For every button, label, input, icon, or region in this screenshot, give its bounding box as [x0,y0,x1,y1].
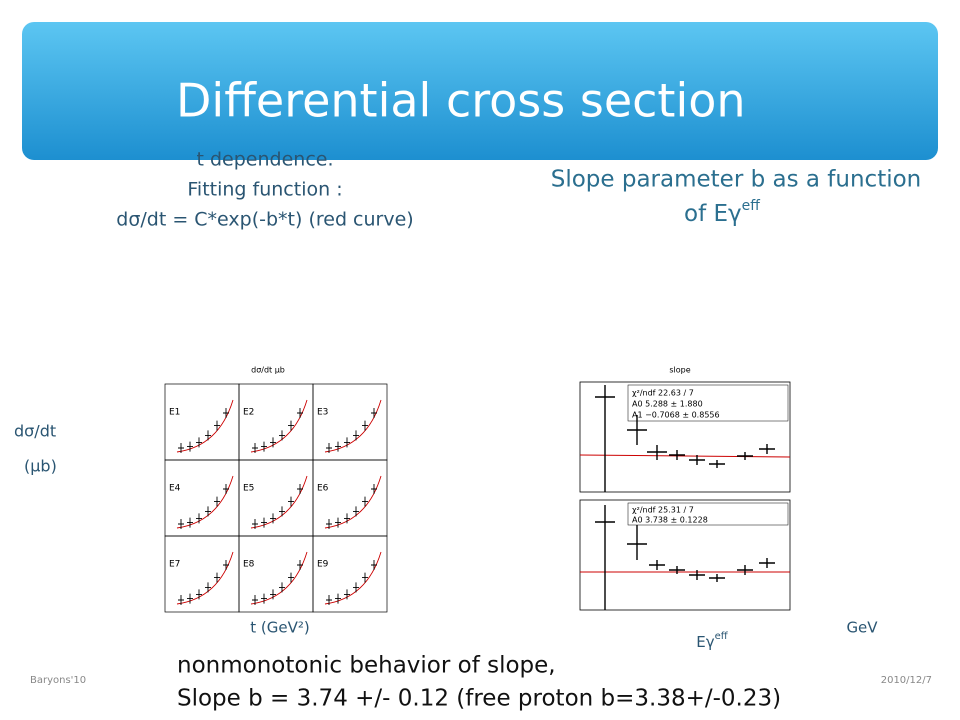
x-label: Eγeff [696,631,729,651]
text: of Eγ [684,201,742,227]
panel-frame [312,535,388,613]
x-label: t (GeV²) [250,619,309,637]
left-plot: dσ/dt μb E1 E2 E3 E4 E5 E6 E7 E8 E9 [164,366,388,613]
footer-left: Baryons'10 [30,675,86,686]
fit-curve [324,475,382,529]
fit-curve [250,399,308,453]
fit-box [627,502,789,526]
panel-frame [164,535,240,613]
fit-text: A0 3.738 ± 0.1228 [632,516,708,525]
data-points [252,560,303,605]
sup: eff [742,198,761,214]
fit-text: A1 −0.7068 ± 0.8556 [632,411,720,420]
frame [579,499,791,611]
data-points [252,408,303,453]
panel-frame [312,459,388,537]
note-line: dσ/dt = C*exp(-b*t) (red curve) [116,209,413,231]
text: Eγ [696,633,714,651]
fit-curve [176,399,234,453]
panel-label: E2 [243,408,254,418]
frame [579,381,791,493]
note-line: of Eγeff [684,198,760,227]
fit-curve [250,475,308,529]
right-plot: slope χ²/ndf 22.63 / 7 A0 5.288 ± 1.880 … [579,366,791,611]
panel-label: E9 [317,560,329,570]
footer-right: 2010/12/7 [881,675,932,686]
fit-text: χ²/ndf 22.63 / 7 [632,389,694,398]
plot-title: slope [669,366,690,375]
panel-frame [238,383,314,461]
panel-frame [312,383,388,461]
note-line: t dependence. [197,149,334,171]
panel-label: E6 [317,484,329,494]
panel-frame [164,459,240,537]
panel-label: E8 [243,560,255,570]
fit-curve [324,551,382,605]
fit-box [627,384,789,422]
data-points [326,560,377,605]
data-points [326,408,377,453]
data-points [252,484,303,529]
panel-frame [164,383,240,461]
data-points [178,408,229,453]
panel-label: E3 [317,408,328,418]
fit-text: χ²/ndf 25.31 / 7 [632,506,694,515]
panel-label: E1 [169,408,180,418]
header-banner [22,22,938,160]
y-label: dσ/dt [14,422,56,441]
panel-frame [238,459,314,537]
note-line: Slope parameter b as a function [551,167,922,193]
fit-curve [176,475,234,529]
plot-title: dσ/dt μb [251,366,285,375]
sup: eff [715,631,729,642]
fit-curve [250,551,308,605]
data-points [178,484,229,529]
conclusion-line: Slope b = 3.74 +/- 0.12 (free proton b=3… [177,686,781,712]
fit-curve [176,551,234,605]
data-points [595,385,775,610]
unit: GeV [846,619,878,637]
fit-curve [324,399,382,453]
conclusion-line: nonmonotonic behavior of slope, [177,653,556,679]
note-line: Fitting function : [187,179,342,201]
fit-text: A0 5.288 ± 1.880 [632,400,703,409]
panel-frame [238,535,314,613]
panel-label: E7 [169,560,180,570]
y-label: (μb) [24,457,57,476]
title: Differential cross section [176,74,746,128]
panel-label: E4 [169,484,181,494]
fit-line [579,454,791,458]
panel-label: E5 [243,484,254,494]
data-points [326,484,377,529]
data-points [178,560,229,605]
